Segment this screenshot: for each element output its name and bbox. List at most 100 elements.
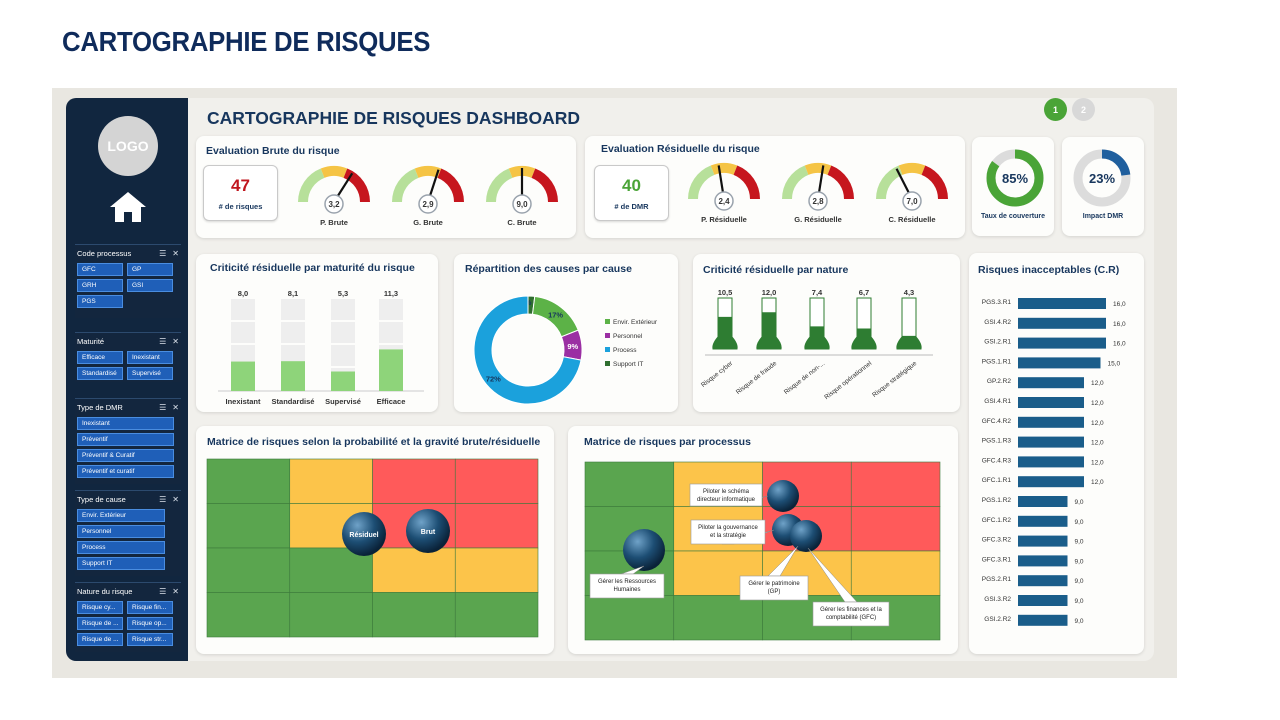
bar — [1018, 377, 1084, 389]
pie-slice — [473, 295, 582, 405]
gauge-segment — [486, 168, 513, 202]
legend-swatch — [605, 347, 610, 352]
brute-title: Evaluation Brute du risque — [206, 145, 340, 157]
data-label: 12,0 — [1091, 380, 1104, 387]
risk-count-label: # de risques — [218, 202, 263, 211]
data-label: 8,1 — [288, 289, 298, 298]
bar-track — [231, 345, 255, 366]
gauge-segment — [343, 168, 370, 202]
logo: LOGO — [98, 116, 158, 176]
bar — [1018, 496, 1068, 507]
data-label: 12,0 — [1091, 459, 1104, 466]
legend-label: Personnel — [613, 333, 643, 340]
category-label: Risque opérationnel — [823, 360, 873, 401]
bar-track — [331, 322, 355, 343]
clear-filter-icon[interactable]: ✕ — [172, 586, 179, 596]
maturite-card: Criticité résiduelle par maturité du ris… — [196, 254, 438, 412]
category-label: GP.2.R2 — [987, 378, 1011, 385]
slicer-chip[interactable]: Risque cy... — [77, 601, 123, 614]
slicer-4: Nature du risque ☰ ✕ Risque cy... Risque fin… — [75, 582, 181, 652]
slicer-chip[interactable]: Process — [77, 541, 165, 554]
matrix-cell — [584, 595, 675, 641]
matrix-cell — [850, 550, 941, 596]
impact-label: Impact DMR — [1082, 213, 1124, 220]
gauge-hub — [902, 191, 922, 211]
clear-filter-icon[interactable]: ✕ — [172, 494, 179, 504]
slicer-chip[interactable]: Inexistant — [77, 417, 174, 430]
matrix-cell — [454, 458, 539, 504]
slicer-chip[interactable]: Supervisé — [127, 367, 173, 380]
category-label: Risque stratégique — [871, 360, 918, 399]
callout-box — [690, 519, 766, 545]
slicer-chip[interactable]: Risque str... — [127, 633, 173, 646]
matrix-cell — [206, 547, 291, 593]
gauge-label: C. Brute — [507, 218, 537, 227]
inacceptables-chart: PGS.3.R1 16,0 GSI.4.R2 16,0 GSI.2.R1 16,0 PGS.… — [982, 298, 1126, 626]
slicer-chip[interactable]: Préventif & Curatif — [77, 449, 174, 462]
slicer-chip[interactable]: Risque op... — [127, 617, 173, 630]
clear-filter-icon[interactable]: ✕ — [172, 248, 179, 258]
multi-select-icon[interactable]: ☰ — [159, 586, 167, 596]
data-label: 16,0 — [1113, 341, 1126, 348]
slicer-chip[interactable]: Inexistant — [127, 351, 173, 364]
bar — [1018, 397, 1084, 408]
slice-label: 72% — [486, 375, 501, 384]
multi-select-icon[interactable]: ☰ — [159, 248, 167, 258]
slicer-chip[interactable]: Préventif — [77, 433, 174, 446]
category-label: GFC.3.R1 — [982, 556, 1012, 563]
donut-fill — [1073, 149, 1131, 207]
slicer-chip[interactable]: Envir. Extérieur — [77, 509, 165, 522]
slicer-chip[interactable]: Standardisé — [77, 367, 123, 380]
slicer-chip[interactable]: Préventif et curatif — [77, 465, 174, 478]
clear-filter-icon[interactable]: ✕ — [172, 336, 179, 346]
slicer-chip[interactable]: PGS — [77, 295, 123, 308]
clear-filter-icon[interactable]: ✕ — [172, 402, 179, 412]
gauge-segment — [688, 165, 715, 199]
gauge-residuelle-0: 2,4 — [688, 163, 760, 211]
maturite-title: Criticité résiduelle par maturité du ris… — [210, 262, 415, 274]
slicer-chip[interactable]: GP — [127, 263, 173, 276]
slicer-chip[interactable]: GSI — [127, 279, 173, 292]
matrice-processus-grid: Piloter le schéma directeur informatique P… — [584, 461, 941, 641]
matrix-cell — [454, 503, 539, 549]
matrix-cell — [206, 458, 291, 504]
callout-box — [689, 483, 763, 507]
multi-select-icon[interactable]: ☰ — [159, 336, 167, 346]
slicer-chip[interactable]: Risque de ... — [77, 617, 123, 630]
gauge-segment — [921, 165, 948, 199]
gauge-segment — [710, 163, 738, 175]
gauge-segment — [898, 163, 926, 175]
slicer-chip[interactable]: Risque de ... — [77, 633, 123, 646]
gauge-segment — [531, 168, 558, 202]
slicer-title: Type de DMR — [77, 402, 123, 412]
gauge-value: 9,0 — [516, 200, 528, 209]
home-icon[interactable] — [108, 190, 148, 224]
gauge-hub — [512, 194, 532, 214]
slicer-chip[interactable]: Support IT — [77, 557, 165, 570]
slicer-chip[interactable]: Efficace — [77, 351, 123, 364]
multi-select-icon[interactable]: ☰ — [159, 494, 167, 504]
category-label: PGS.1.R1 — [982, 358, 1012, 365]
brute-card: Evaluation Brute du risque 47 # de risqu… — [196, 136, 576, 238]
bar — [1018, 416, 1084, 428]
category-label: GSI.2.R1 — [984, 339, 1011, 346]
category-label: PGS.3.R1 — [982, 299, 1012, 306]
gauge-segment — [392, 168, 419, 202]
matrix-cell — [372, 547, 456, 593]
callout-label: Piloter le schéma directeur informatique — [697, 489, 756, 503]
multi-select-icon[interactable]: ☰ — [159, 402, 167, 412]
donut-value: 85% — [1002, 171, 1028, 186]
slice-label: 9% — [567, 342, 578, 351]
slicer-chip[interactable]: GFC — [77, 263, 123, 276]
category-label: GFC.1.R1 — [982, 477, 1012, 484]
matrix-cell — [454, 592, 539, 638]
donut-value: 23% — [1089, 171, 1115, 186]
taux-donut: 85% — [986, 149, 1044, 207]
gauge-segment — [804, 163, 832, 175]
maturite-chart: 8,0 Inexistant 8,1 Standardisé 5,3 Supervisé 1… — [218, 289, 424, 406]
page-1-button[interactable]: 1 — [1044, 98, 1067, 121]
page-2-button[interactable]: 2 — [1072, 98, 1095, 121]
slicer-chip[interactable]: Personnel — [77, 525, 165, 538]
slicer-chip[interactable]: Risque fin... — [127, 601, 173, 614]
slicer-chip[interactable]: GRH — [77, 279, 123, 292]
